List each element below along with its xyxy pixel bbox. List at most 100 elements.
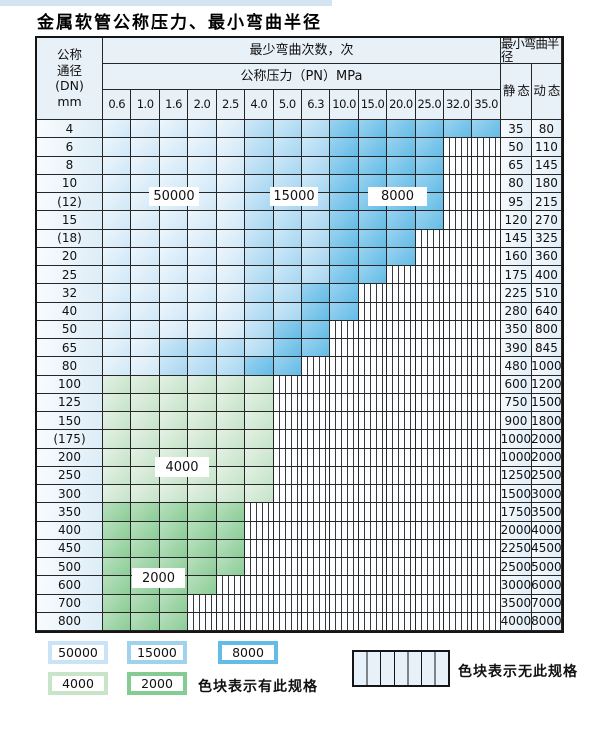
cycle-cell-blue1 <box>188 229 217 248</box>
cycle-cell-blue1 <box>103 266 132 285</box>
cycle-cell-blue3 <box>358 120 388 139</box>
cycle-cell-blue3 <box>387 247 416 266</box>
cycle-cell-blue3 <box>330 156 359 175</box>
cycle-cell-green1 <box>216 412 246 431</box>
no-spec-hatch-cell <box>358 576 388 595</box>
cycle-cell-blue1 <box>216 302 246 321</box>
no-spec-hatch-cell <box>472 466 501 485</box>
dn-cell: 125 <box>37 393 103 412</box>
static-radius-cell: 1500 <box>500 485 532 504</box>
no-spec-hatch-cell <box>216 576 246 595</box>
no-spec-hatch-cell <box>330 375 359 394</box>
no-spec-hatch-cell <box>387 521 416 540</box>
no-spec-hatch-cell <box>472 393 501 412</box>
no-spec-hatch-cell <box>472 521 501 540</box>
cycle-cell-blue2 <box>159 357 189 376</box>
no-spec-hatch-cell <box>444 357 473 376</box>
cycle-cell-green2 <box>103 539 132 558</box>
cycle-cell-blue2 <box>301 138 331 157</box>
legend-swatch-label: 2000 <box>131 676 183 691</box>
cycle-cell-green1 <box>103 485 132 504</box>
no-spec-hatch-cell <box>245 612 274 631</box>
cycle-cell-blue3 <box>330 247 359 266</box>
cycle-cell-blue1 <box>159 120 189 139</box>
cycle-cell-blue1 <box>188 302 217 321</box>
no-spec-hatch-cell <box>415 320 445 339</box>
no-spec-hatch-cell <box>444 302 473 321</box>
cycle-cell-blue3 <box>358 266 388 285</box>
cycle-cell-blue2 <box>301 156 331 175</box>
dn-cell: 800 <box>37 612 103 631</box>
no-spec-hatch-cell <box>444 247 473 266</box>
no-spec-hatch-cell <box>358 539 388 558</box>
dn-cell: 15 <box>37 211 103 230</box>
dynamic-radius-cell: 360 <box>531 247 562 266</box>
cycle-cell-blue3 <box>301 339 331 358</box>
scan-artifact-strip <box>0 0 332 6</box>
cycle-cell-blue2 <box>301 211 331 230</box>
pressure-column-header: 4.0 <box>245 90 274 120</box>
no-spec-hatch-cell <box>358 375 388 394</box>
legend-swatch-label: 4000 <box>52 676 104 691</box>
static-radius-cell: 2250 <box>500 539 532 558</box>
no-spec-hatch-cell <box>330 357 359 376</box>
no-spec-hatch-cell <box>301 594 331 613</box>
dynamic-radius-cell: 7000 <box>531 594 562 613</box>
pressure-column-header: 25.0 <box>415 90 445 120</box>
dynamic-radius-cell: 145 <box>531 156 562 175</box>
cycle-cell-blue2 <box>273 211 302 230</box>
cycle-cell-blue3 <box>358 229 388 248</box>
cycle-cell-blue1 <box>103 193 132 212</box>
no-spec-hatch-cell <box>444 393 473 412</box>
cycle-cell-blue3 <box>330 193 359 212</box>
no-spec-hatch-cell <box>472 594 501 613</box>
no-spec-hatch-cell <box>301 357 331 376</box>
cycle-cell-blue1 <box>131 229 160 248</box>
no-spec-hatch-cell <box>444 375 473 394</box>
cycle-cell-blue3 <box>387 138 416 157</box>
no-spec-hatch-cell <box>415 485 445 504</box>
page-title: 金属软管公称压力、最小弯曲半径 <box>37 13 322 33</box>
cycle-cell-blue3 <box>415 156 445 175</box>
dn-corner-line: mm <box>57 93 82 109</box>
no-spec-hatch-cell <box>387 576 416 595</box>
no-spec-hatch-cell <box>415 594 445 613</box>
no-spec-hatch-cell <box>358 430 388 449</box>
static-column-header: 静 态 <box>500 64 532 120</box>
dynamic-radius-cell: 325 <box>531 229 562 248</box>
cycle-cell-blue1 <box>216 138 246 157</box>
cycle-cell-green1 <box>188 485 217 504</box>
cycle-cell-blue1 <box>131 357 160 376</box>
legend-swatch-label: 8000 <box>222 645 274 660</box>
no-spec-hatch-cell <box>387 558 416 577</box>
no-spec-hatch-cell <box>273 485 302 504</box>
cycle-cell-blue2 <box>245 266 274 285</box>
no-spec-hatch-cell <box>273 393 302 412</box>
no-spec-hatch-cell <box>444 284 473 303</box>
dn-cell: 300 <box>37 485 103 504</box>
no-spec-hatch-cell <box>472 357 501 376</box>
cycle-cell-green2 <box>188 576 217 595</box>
cycle-count-label: 50000 <box>149 187 199 206</box>
no-spec-hatch-cell <box>444 503 473 522</box>
no-spec-hatch-cell <box>387 448 416 467</box>
no-spec-hatch-cell <box>444 156 473 175</box>
dynamic-radius-cell: 2000 <box>531 448 562 467</box>
static-radius-cell: 280 <box>500 302 532 321</box>
cycle-cell-blue1 <box>188 138 217 157</box>
cycle-cell-green1 <box>216 393 246 412</box>
cycle-cell-blue1 <box>103 156 132 175</box>
cycle-cell-green1 <box>131 393 160 412</box>
no-spec-hatch-cell <box>301 521 331 540</box>
dn-cell: 8 <box>37 156 103 175</box>
no-spec-hatch-cell <box>387 539 416 558</box>
no-spec-hatch-cell <box>387 466 416 485</box>
cycle-cell-blue3 <box>330 211 359 230</box>
dn-cell: 150 <box>37 412 103 431</box>
cycle-cell-blue3 <box>444 120 473 139</box>
dynamic-radius-cell: 3500 <box>531 503 562 522</box>
dynamic-radius-cell: 800 <box>531 320 562 339</box>
dn-cell: 400 <box>37 521 103 540</box>
dynamic-radius-cell: 215 <box>531 193 562 212</box>
no-spec-hatch-cell <box>358 466 388 485</box>
